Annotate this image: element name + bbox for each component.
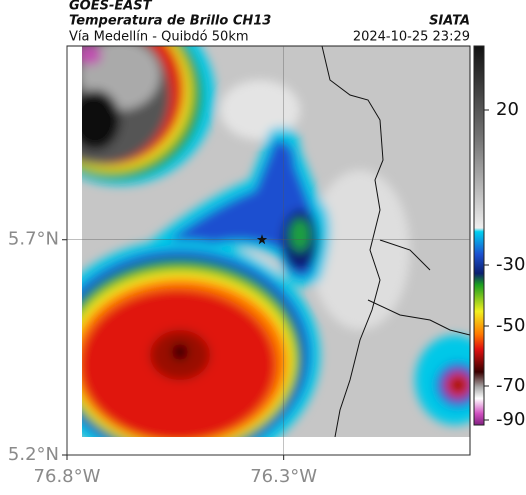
colorbar-tick-label: -70 <box>496 375 525 396</box>
colorbar-tick-label: -30 <box>496 254 525 275</box>
borders <box>321 46 470 437</box>
subtitle: Temperatura de Brillo CH13 <box>69 14 271 29</box>
satellite-image <box>82 46 470 437</box>
station-marker <box>256 234 268 245</box>
timestamp: 2024-10-25 23:29 <box>353 30 470 45</box>
colorbar-tick-label: -50 <box>496 315 525 336</box>
colorbar-tick-label: 20 <box>496 99 519 120</box>
lat-tick-label: 5.2°N <box>8 444 59 465</box>
lon-tick-label: 76.3°W <box>250 466 317 487</box>
caption: Vía Medellín - Quibdó 50km <box>69 30 249 45</box>
title: GOES-EAST <box>69 0 153 14</box>
colorbar <box>473 45 485 426</box>
lat-tick-label: 5.7°N <box>8 229 59 250</box>
colorbar-tick-label: -90 <box>496 409 525 430</box>
source: SIATA <box>429 14 470 29</box>
lon-tick-label: 76.8°W <box>34 466 101 487</box>
